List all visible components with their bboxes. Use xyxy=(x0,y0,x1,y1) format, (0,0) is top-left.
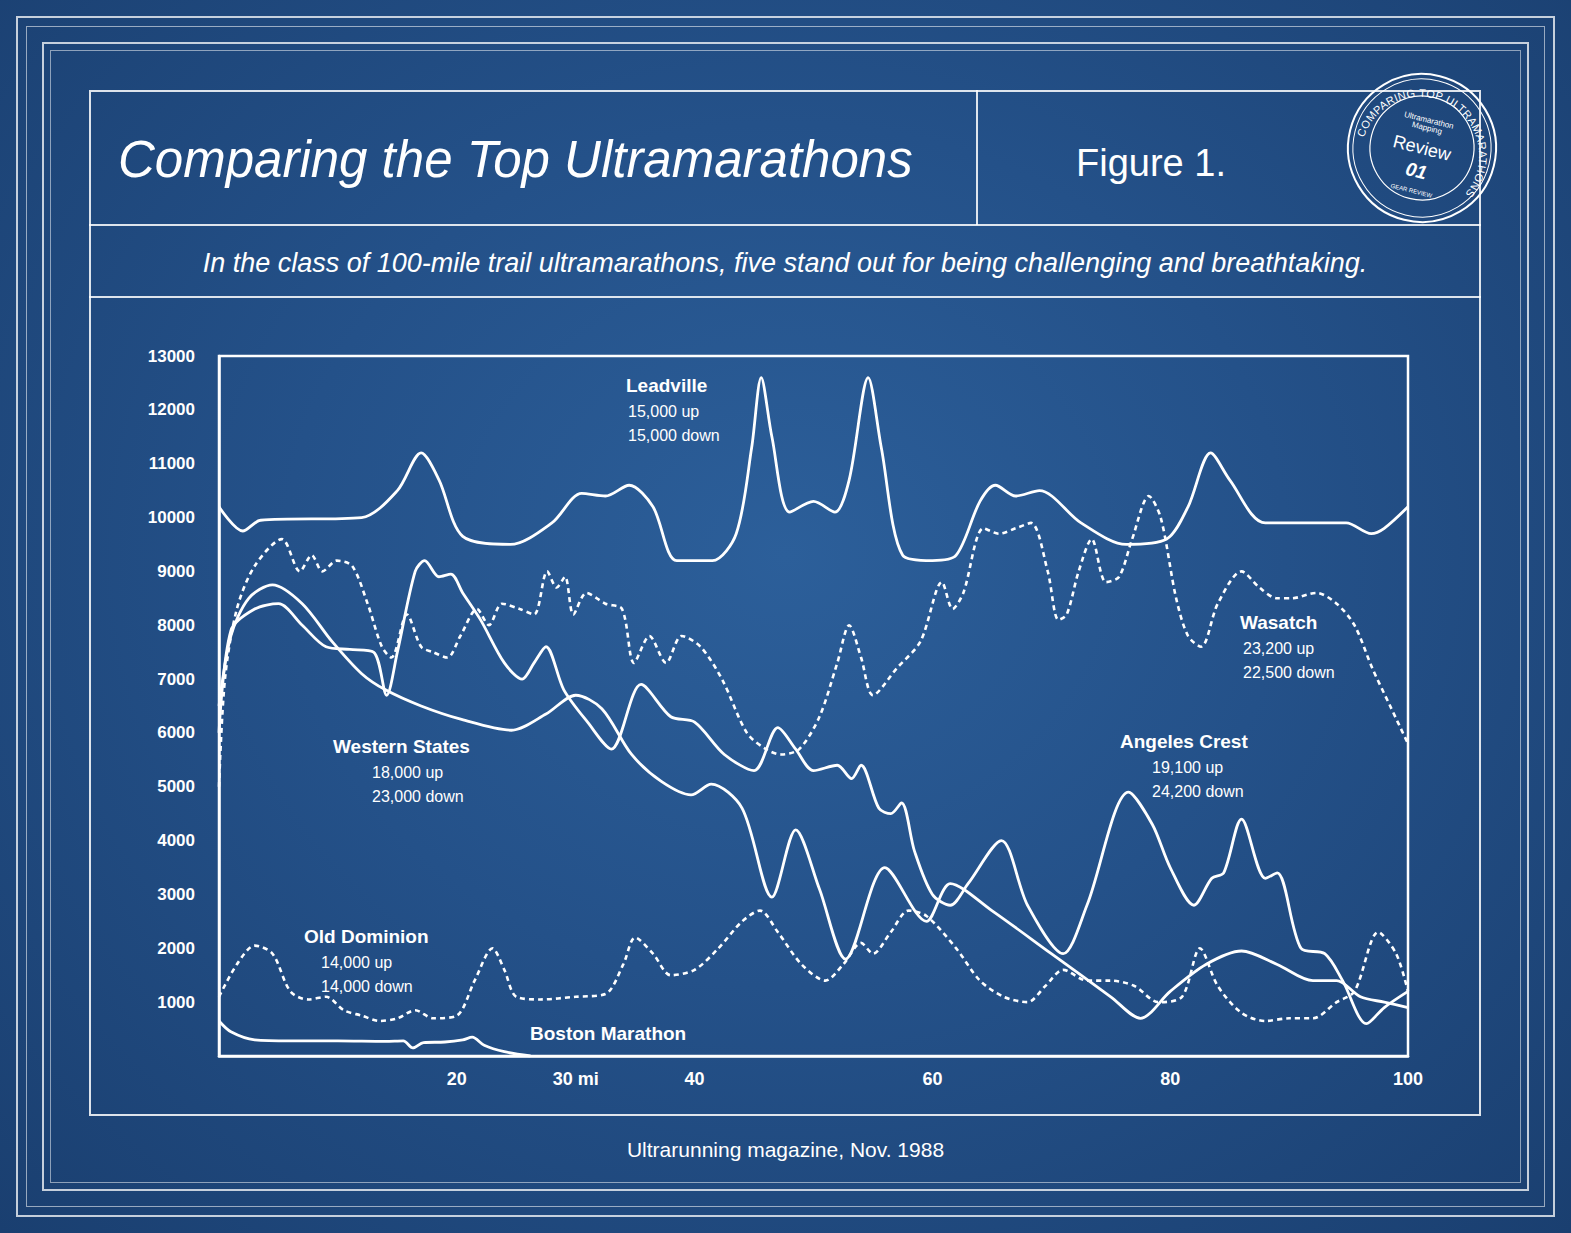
svg-text:23,000 down: 23,000 down xyxy=(372,788,464,805)
svg-text:3000: 3000 xyxy=(157,885,195,904)
svg-text:60: 60 xyxy=(922,1069,942,1089)
svg-text:11000: 11000 xyxy=(149,454,195,473)
svg-text:1000: 1000 xyxy=(157,993,195,1012)
svg-text:Wasatch: Wasatch xyxy=(1240,612,1317,633)
svg-text:Ultramarathon: Ultramarathon xyxy=(1403,109,1455,131)
svg-text:13000: 13000 xyxy=(148,347,195,366)
svg-text:30 mi: 30 mi xyxy=(553,1069,599,1089)
svg-text:24,200 down: 24,200 down xyxy=(1152,783,1244,800)
html-text:Comparing the Top Ultramaratho: Comparing the Top Ultramarathons xyxy=(118,131,913,188)
svg-text:Western States: Western States xyxy=(333,736,470,757)
svg-text:22,500 down: 22,500 down xyxy=(1243,664,1335,681)
svg-text:23,200 up: 23,200 up xyxy=(1243,640,1314,657)
html-text:Ultrarunning magazine, Nov. 19: Ultrarunning magazine, Nov. 1988 xyxy=(626,1138,945,1161)
svg-text:4000: 4000 xyxy=(157,831,195,850)
svg-text:15,000 down: 15,000 down xyxy=(628,427,720,444)
svg-text:20: 20 xyxy=(447,1069,467,1089)
svg-text:9000: 9000 xyxy=(157,562,195,581)
svg-text:100: 100 xyxy=(1393,1069,1423,1089)
svg-text:Leadville: Leadville xyxy=(626,375,707,396)
svg-text:8000: 8000 xyxy=(157,616,195,635)
svg-text:18,000 up: 18,000 up xyxy=(372,764,443,781)
svg-text:Old Dominion: Old Dominion xyxy=(304,926,429,947)
html-text:Figure 1.: Figure 1. xyxy=(1076,142,1226,184)
svg-text:Boston Marathon: Boston Marathon xyxy=(530,1023,686,1044)
svg-text:2000: 2000 xyxy=(157,939,195,958)
svg-text:6000: 6000 xyxy=(157,723,195,742)
svg-text:01: 01 xyxy=(1404,158,1430,183)
svg-text:GEAR REVIEW: GEAR REVIEW xyxy=(1390,183,1433,199)
svg-text:Angeles Crest: Angeles Crest xyxy=(1120,731,1248,752)
svg-text:40: 40 xyxy=(685,1069,705,1089)
svg-text:COMPARING TOP ULTRAMARATHONS: COMPARING TOP ULTRAMARATHONS xyxy=(1346,72,1504,202)
svg-text:10000: 10000 xyxy=(148,508,195,527)
svg-text:80: 80 xyxy=(1160,1069,1180,1089)
svg-text:15,000 up: 15,000 up xyxy=(628,403,699,420)
svg-text:Review: Review xyxy=(1391,131,1454,165)
svg-text:5000: 5000 xyxy=(157,777,195,796)
html-text:In the class of 100-mile trail: In the class of 100-mile trail ultramara… xyxy=(202,248,1368,278)
svg-text:14,000 up: 14,000 up xyxy=(321,954,392,971)
svg-text:19,100 up: 19,100 up xyxy=(1152,759,1223,776)
svg-text:7000: 7000 xyxy=(157,670,195,689)
svg-text:Mapping: Mapping xyxy=(1411,120,1443,136)
svg-text:12000: 12000 xyxy=(148,400,195,419)
svg-text:14,000 down: 14,000 down xyxy=(321,978,413,995)
